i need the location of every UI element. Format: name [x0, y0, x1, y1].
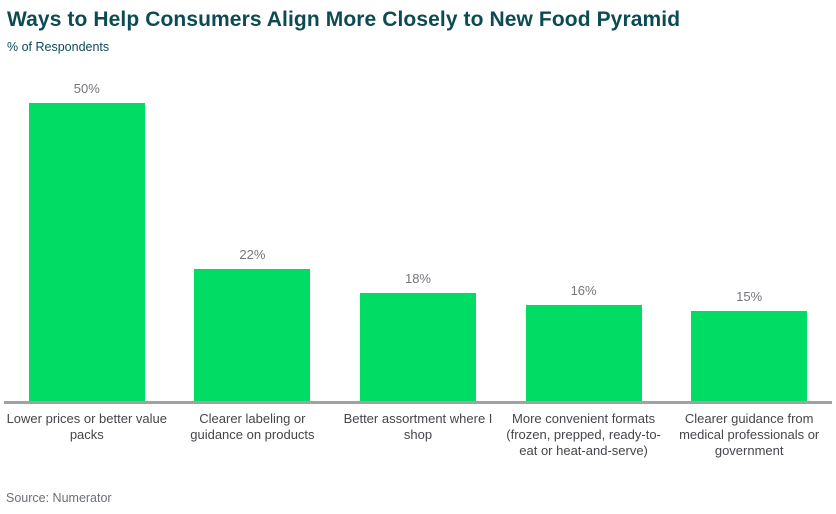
bar-column: 16%	[501, 81, 667, 401]
bar-value-label: 22%	[239, 247, 266, 262]
chart-subtitle: % of Respondents	[7, 40, 110, 54]
bar-column: 50%	[4, 81, 170, 401]
category-label: More convenient formats (frozen, prepped…	[501, 411, 667, 459]
bar-column: 22%	[170, 81, 336, 401]
category-axis: Lower prices or better value packs Cleare…	[4, 411, 832, 459]
bar	[691, 311, 808, 401]
bar-value-label: 15%	[736, 289, 763, 304]
chart-title: Ways to Help Consumers Align More Closel…	[7, 8, 681, 31]
bar-column: 18%	[335, 81, 501, 401]
category-label: Better assortment where I shop	[335, 411, 501, 459]
bar-chart-plot-area: 50% 22% 18% 16% 15%	[4, 81, 832, 404]
category-label-text: Clearer guidance from medical profession…	[679, 411, 820, 458]
category-label-text: Lower prices or better value packs	[6, 411, 167, 442]
bar	[525, 305, 642, 401]
category-label: Clearer guidance from medical profession…	[666, 411, 832, 459]
bar	[194, 269, 311, 401]
category-label-text: More convenient formats (frozen, prepped…	[506, 411, 661, 458]
bar-value-label: 16%	[570, 283, 597, 298]
bar-value-label: 50%	[73, 81, 100, 96]
bar	[359, 293, 476, 401]
bar-value-label: 18%	[404, 271, 431, 286]
bar	[28, 103, 145, 401]
category-label-text: Clearer labeling or guidance on products	[190, 411, 315, 442]
chart-header: Ways to Help Consumers Align More Closel…	[0, 0, 836, 55]
source-note: Source: Numerator	[6, 491, 112, 505]
category-label: Lower prices or better value packs	[4, 411, 170, 459]
category-label-text: Better assortment where I shop	[343, 411, 493, 442]
bar-column: 15%	[666, 81, 832, 401]
category-label: Clearer labeling or guidance on products	[170, 411, 336, 459]
